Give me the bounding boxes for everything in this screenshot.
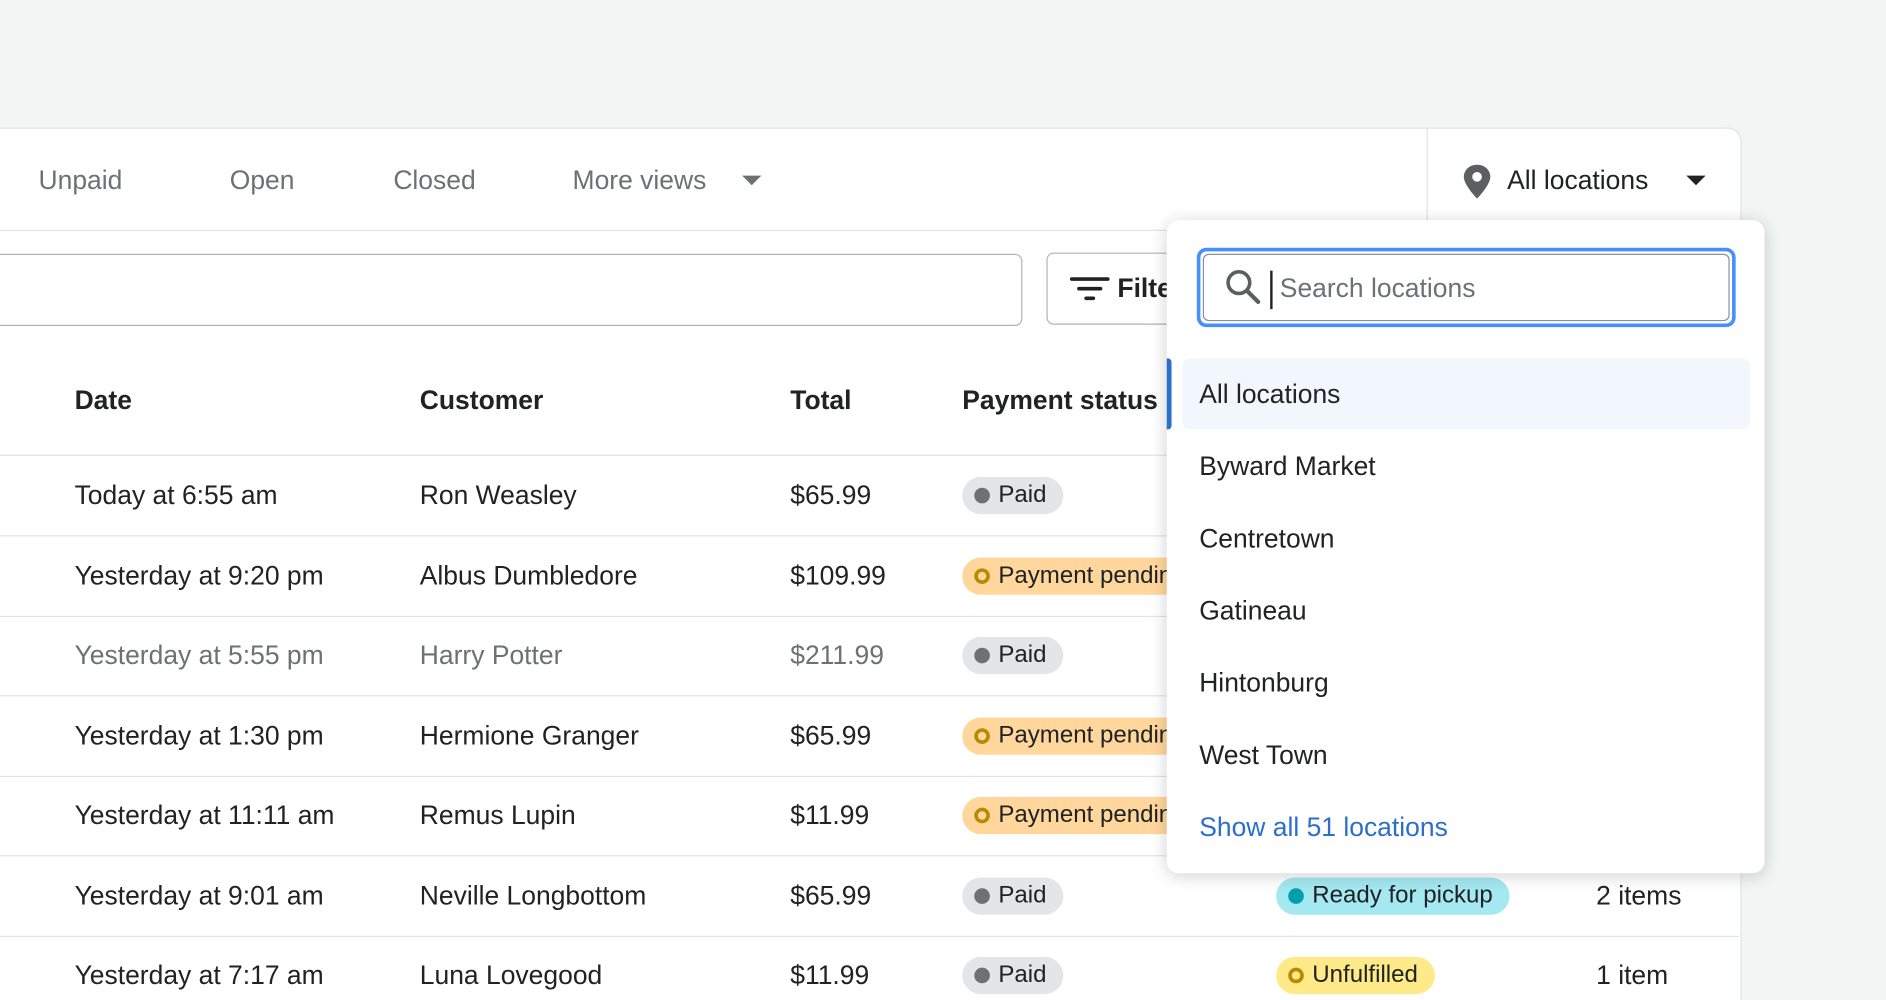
text-cursor: [1270, 270, 1273, 310]
divider: [0, 935, 1740, 937]
payment-badge: Paid: [962, 956, 1064, 995]
tab[interactable]: Closed: [393, 164, 476, 195]
search-input[interactable]: [0, 253, 1023, 326]
tab[interactable]: More views: [572, 164, 707, 195]
caret-icon: [742, 175, 762, 186]
divider: [0, 615, 1740, 617]
show-all-link[interactable]: Show all 51 locations: [1199, 811, 1448, 842]
customer: Albus Dumbledore: [419, 559, 638, 590]
search-placeholder: Search locations: [1279, 273, 1476, 304]
order-date: Yesterday at 9:01 am: [74, 879, 324, 910]
fulfillment-badge: Ready for pickup: [1276, 876, 1510, 915]
tab[interactable]: Open: [229, 164, 295, 195]
location-option[interactable]: West Town: [1199, 739, 1328, 770]
customer: Ron Weasley: [419, 479, 577, 510]
search-icon: [1226, 270, 1261, 305]
selected-option-bg: [1182, 358, 1751, 430]
location-option[interactable]: Gatineau: [1199, 595, 1307, 626]
total: $11.99: [790, 959, 870, 990]
item-count: 1 item: [1596, 959, 1669, 990]
customer: Hermione Granger: [419, 719, 639, 750]
divider: [0, 695, 1740, 697]
customer: Neville Longbottom: [419, 879, 647, 910]
caret-icon: [1686, 175, 1706, 186]
order-date: Today at 6:55 am: [74, 479, 278, 510]
filter-icon: [1069, 277, 1110, 301]
payment-badge: Paid: [962, 476, 1064, 515]
tab[interactable]: Unpaid: [38, 164, 123, 195]
total: $65.99: [790, 479, 872, 510]
pin-icon: [1463, 164, 1491, 199]
selected-indicator: [1166, 358, 1172, 430]
fulfillment-badge: Unfulfilled: [1276, 956, 1435, 995]
column-header: Customer: [419, 384, 544, 415]
location-button[interactable]: All locations: [1507, 164, 1649, 195]
customer: Remus Lupin: [419, 799, 576, 830]
divider: [0, 855, 1740, 857]
order-date: Yesterday at 11:11 am: [74, 799, 335, 830]
total: $211.99: [790, 639, 884, 670]
order-date: Yesterday at 1:30 pm: [74, 719, 324, 750]
total: $65.99: [790, 719, 872, 750]
location-option[interactable]: Centretown: [1199, 523, 1335, 554]
total: $65.99: [790, 879, 872, 910]
location-option[interactable]: Byward Market: [1199, 451, 1376, 482]
payment-badge: Payment pending: [962, 556, 1203, 595]
payment-badge: Payment pending: [962, 796, 1203, 835]
column-header: Total: [790, 384, 852, 415]
payment-badge: Paid: [962, 876, 1064, 915]
location-search[interactable]: [1196, 247, 1736, 328]
customer: Luna Lovegood: [419, 959, 603, 990]
order-date: Yesterday at 7:17 am: [74, 959, 324, 990]
column-header: Date: [74, 384, 132, 415]
divider: [0, 229, 1740, 231]
divider: [0, 775, 1740, 777]
customer: Harry Potter: [419, 639, 563, 670]
column-header: Payment status: [962, 384, 1158, 415]
location-dropdown: Search locations All locations Byward Mar…: [1166, 220, 1765, 874]
divider: [1426, 128, 1428, 230]
location-option[interactable]: All locations: [1199, 378, 1341, 409]
order-date: Yesterday at 5:55 pm: [74, 639, 324, 670]
item-count: 2 items: [1596, 879, 1682, 910]
divider: [0, 535, 1740, 537]
order-date: Yesterday at 9:20 pm: [74, 559, 324, 590]
divider: [0, 454, 1740, 456]
location-option[interactable]: Hintonburg: [1199, 667, 1329, 698]
total: $11.99: [790, 799, 870, 830]
total: $109.99: [790, 559, 886, 590]
payment-badge: Paid: [962, 636, 1064, 675]
payment-badge: Payment pending: [962, 716, 1203, 755]
